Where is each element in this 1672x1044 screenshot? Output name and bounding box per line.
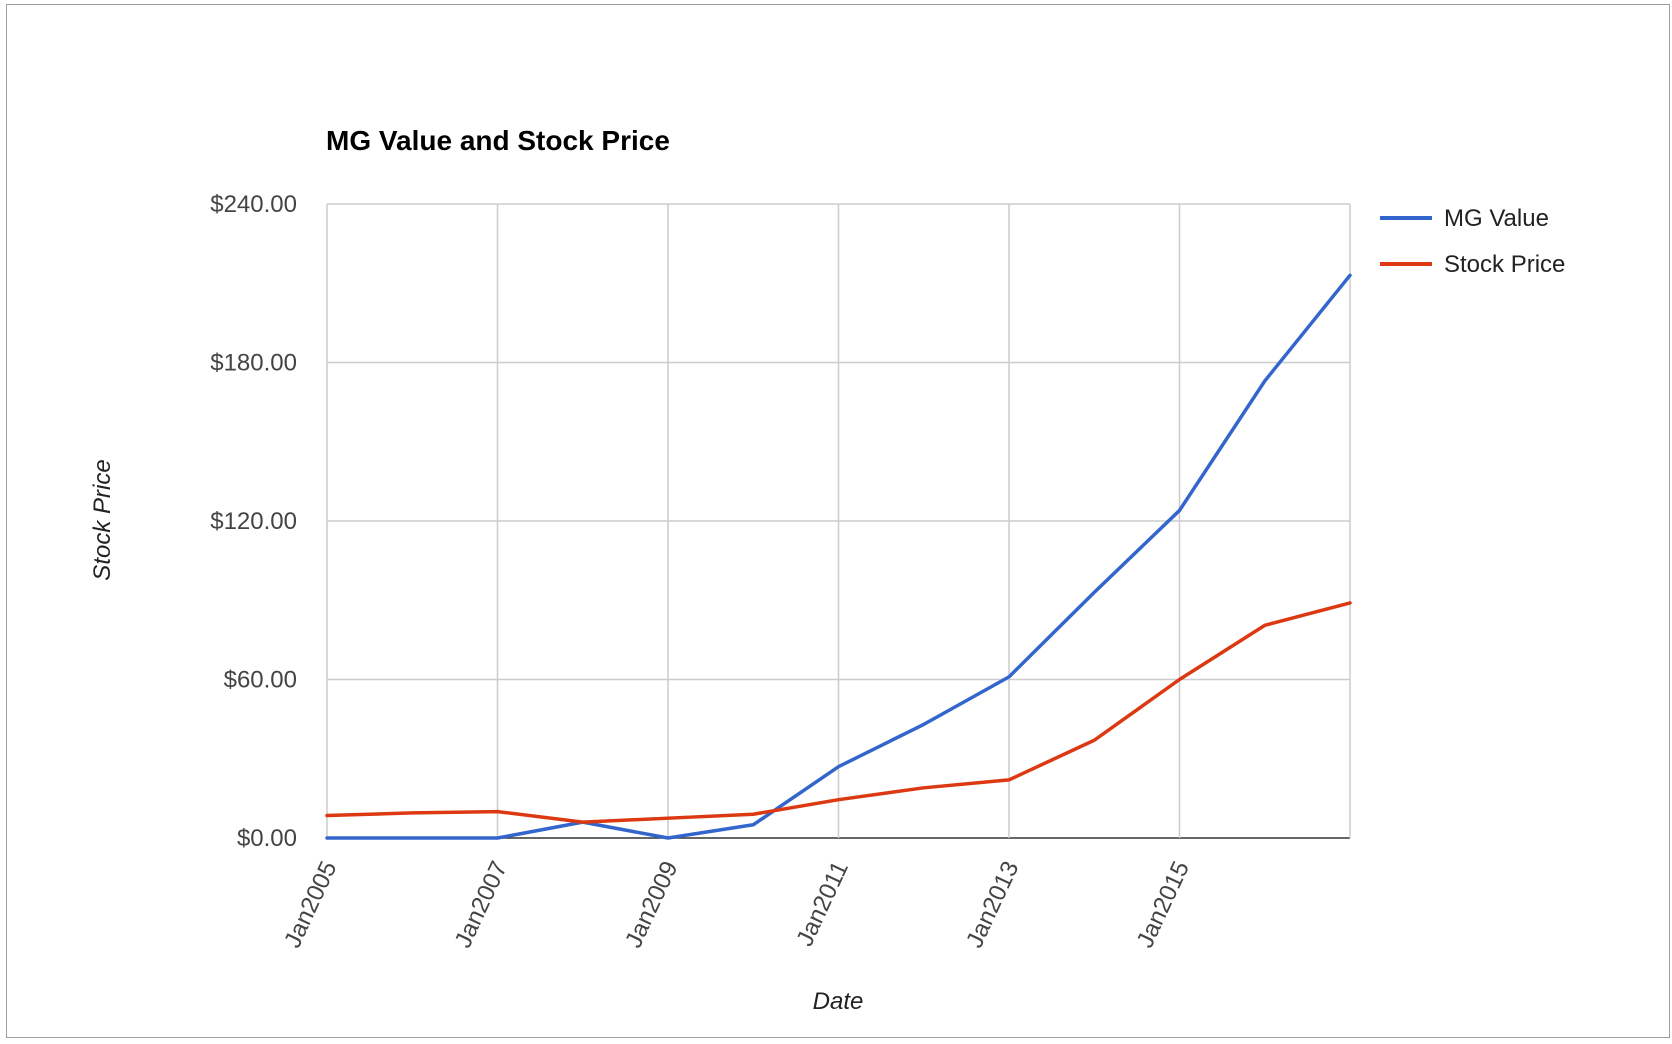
chart-title: MG Value and Stock Price (326, 125, 670, 156)
x-tick-label: Jan2005 (279, 857, 342, 952)
x-tick-label: Jan2009 (620, 857, 683, 952)
legend[interactable]: MG Value Stock Price (1380, 205, 1565, 278)
y-tick-label: $180.00 (210, 350, 297, 377)
x-axis-title: Date (813, 988, 864, 1015)
y-tick-label: $0.00 (237, 825, 297, 852)
y-tick-label: $120.00 (210, 508, 297, 535)
legend-item[interactable]: Stock Price (1380, 251, 1565, 278)
x-tick-label: Jan2013 (961, 857, 1024, 952)
legend-label: MG Value (1444, 205, 1549, 232)
y-tick-label: $60.00 (224, 667, 297, 694)
x-axis-ticks: Jan2005 Jan2007 Jan2009 Jan2011 Jan2013 Jan20… (279, 857, 1195, 952)
legend-item[interactable]: MG Value (1380, 205, 1549, 232)
x-tick-label: Jan2015 (1132, 857, 1195, 952)
y-axis-ticks: $0.00 $60.00 $120.00 $180.00 $240.00 (210, 191, 297, 852)
x-tick-label: Jan2011 (791, 857, 854, 950)
y-tick-label: $240.00 (210, 191, 297, 218)
y-axis-title: Stock Price (89, 459, 116, 580)
x-tick-label: Jan2007 (450, 857, 513, 952)
series-lines (325, 273, 1352, 840)
gridlines (326, 203, 1351, 839)
legend-label: Stock Price (1444, 251, 1565, 278)
